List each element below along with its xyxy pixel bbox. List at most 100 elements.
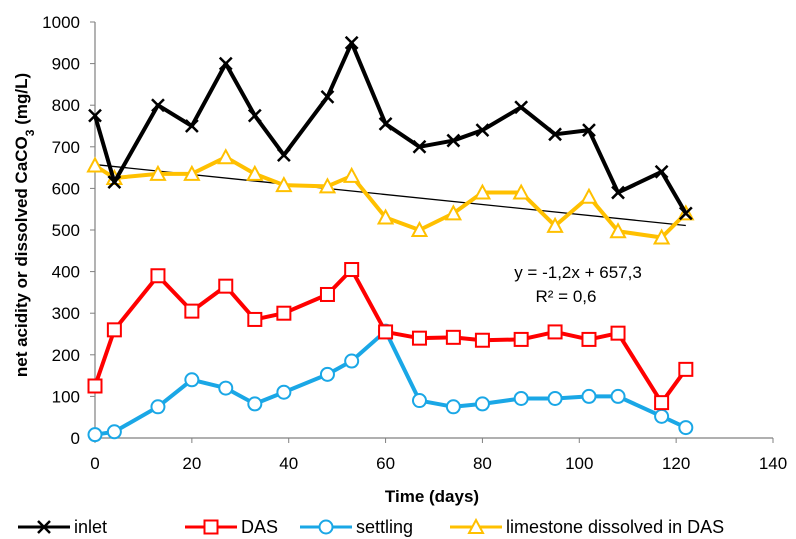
legend-item-inlet: inlet: [18, 517, 107, 537]
data-point-limestone-dissolved-in-das: [217, 148, 235, 165]
data-point-das: [319, 286, 335, 302]
data-point-inlet: [678, 206, 693, 221]
series-limestone-dissolved-in-das: [86, 148, 695, 245]
legend-marker-inlet: [37, 520, 51, 534]
legend-item-settling: settling: [300, 517, 413, 537]
y-tick-label: 300: [52, 304, 80, 323]
series-line-settling: [94, 329, 687, 437]
data-point-settling: [247, 396, 263, 412]
data-point-limestone-dissolved-in-das: [512, 183, 530, 200]
data-point-settling: [678, 420, 694, 436]
legend: inlet DAS settling limestone dissolved in D…: [18, 517, 724, 537]
y-tick-label: 800: [52, 96, 80, 115]
legend-label-settling: settling: [356, 517, 413, 537]
x-tick-label: 140: [759, 454, 787, 473]
legend-marker-settling: [318, 519, 334, 535]
data-point-settling: [184, 372, 200, 388]
data-point-limestone-dissolved-in-das: [246, 164, 264, 181]
legend-item-das: DAS: [185, 517, 278, 537]
data-point-das: [218, 278, 234, 294]
series-inlet: [88, 35, 693, 221]
data-point-das: [445, 329, 461, 345]
data-point-inlet: [247, 108, 262, 123]
data-point-settling: [547, 390, 563, 406]
y-tick-label: 400: [52, 263, 80, 282]
data-point-inlet: [514, 100, 529, 115]
data-point-settling: [445, 399, 461, 415]
x-tick-label: 20: [182, 454, 201, 473]
data-point-limestone-dissolved-in-das: [473, 183, 492, 200]
data-point-limestone-dissolved-in-das: [410, 220, 429, 237]
y-axis-title: net acidity or dissolved CaCO3 (mg/L): [12, 73, 37, 377]
data-point-inlet: [107, 175, 122, 190]
data-point-limestone-dissolved-in-das: [376, 208, 395, 225]
y-tick-label: 500: [52, 221, 80, 240]
data-point-limestone-dissolved-in-das: [609, 222, 627, 239]
y-tick-labels: 0 100 200 300 400 500 600 700 800 900 1000: [42, 13, 80, 448]
y-tick-label: 600: [52, 179, 80, 198]
data-point-das: [378, 324, 394, 340]
data-point-settling: [654, 408, 670, 424]
data-point-das: [184, 303, 200, 319]
data-point-inlet: [475, 123, 490, 138]
data-point-settling: [344, 353, 360, 369]
data-point-inlet: [184, 119, 199, 133]
data-point-settling: [218, 380, 234, 396]
data-point-settling: [610, 388, 626, 404]
y-tick-label: 200: [52, 346, 80, 365]
data-point-inlet: [151, 98, 165, 113]
data-point-limestone-dissolved-in-das: [444, 204, 463, 221]
y-tick-label: 700: [52, 138, 80, 157]
data-point-inlet: [344, 35, 359, 50]
x-tick-label: 0: [90, 454, 99, 473]
x-tick-label: 80: [473, 454, 492, 473]
data-point-das: [654, 395, 670, 411]
data-point-settling: [106, 424, 122, 440]
data-point-limestone-dissolved-in-das: [86, 156, 104, 173]
x-axis-title: Time (days): [385, 487, 479, 506]
trendline-r2: R² = 0,6: [536, 287, 597, 306]
trendline-equation: y = -1,2x + 657,3: [514, 263, 642, 282]
data-point-limestone-dissolved-in-das: [546, 216, 564, 233]
data-point-settling: [513, 390, 529, 406]
data-point-settling: [411, 393, 427, 409]
y-tick-label: 0: [71, 429, 80, 448]
series-line-limestone-dissolved-in-das: [93, 155, 688, 240]
data-point-inlet: [611, 185, 625, 200]
data-point-das: [474, 332, 490, 348]
y-tick-label: 900: [52, 55, 80, 74]
data-point-inlet: [412, 139, 427, 154]
data-point-das: [411, 330, 427, 346]
x-tick-label: 100: [565, 454, 593, 473]
data-point-das: [276, 305, 292, 321]
data-point-das: [610, 325, 626, 341]
data-point-das: [87, 378, 103, 394]
data-point-inlet: [446, 133, 461, 148]
data-point-das: [513, 331, 529, 347]
data-point-settling: [150, 399, 166, 415]
legend-marker-das: [203, 519, 219, 535]
legend-label-limestone-dissolved-in-das: limestone dissolved in DAS: [506, 517, 724, 537]
data-point-limestone-dissolved-in-das: [149, 164, 167, 181]
data-point-limestone-dissolved-in-das: [318, 177, 337, 194]
data-point-inlet: [218, 56, 233, 71]
data-point-das: [247, 311, 263, 327]
x-tick-labels: 0 20 40 60 80 100 120 140: [90, 454, 787, 473]
data-point-settling: [319, 366, 335, 382]
data-point-inlet: [276, 148, 291, 163]
data-point-inlet: [582, 123, 596, 138]
y-axis-title-unit: (mg/L): [12, 73, 31, 130]
data-point-limestone-dissolved-in-das: [580, 187, 598, 204]
data-point-inlet: [548, 127, 562, 142]
data-point-settling: [276, 384, 292, 400]
data-point-das: [150, 268, 166, 284]
data-point-settling: [87, 427, 103, 443]
data-point-settling: [474, 396, 490, 412]
data-point-limestone-dissolved-in-das: [183, 164, 201, 181]
x-tick-label: 40: [279, 454, 298, 473]
x-tick-label: 60: [376, 454, 395, 473]
x-tick-label: 120: [662, 454, 690, 473]
data-point-inlet: [378, 117, 393, 131]
legend-marker-limestone-dissolved-in-das: [467, 517, 485, 534]
